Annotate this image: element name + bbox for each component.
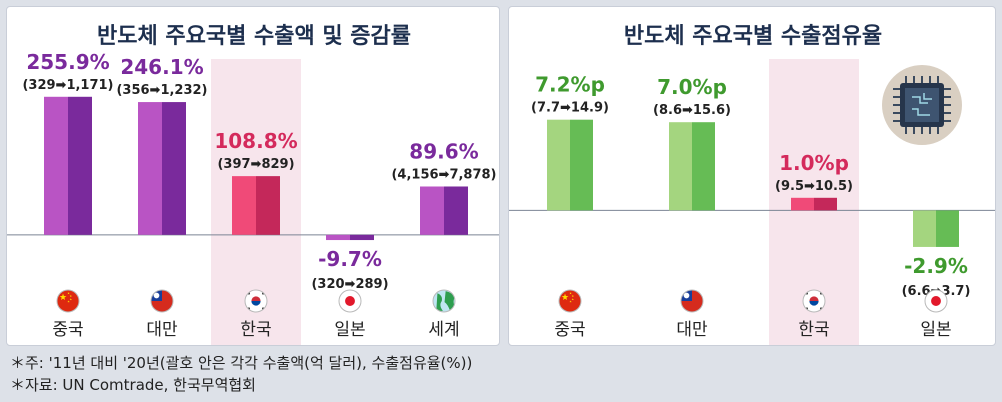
bar xyxy=(138,102,162,235)
sub-label: (329➡1,171) xyxy=(22,78,113,93)
value-label: 246.1% xyxy=(120,55,203,79)
value-label: 108.8% xyxy=(214,129,297,153)
bar xyxy=(669,122,692,211)
sub-label: (320➡289) xyxy=(311,277,388,292)
bar-group-3: -2.9%(6.6➡3.7)일본 xyxy=(902,210,970,340)
export-value-chart-panel: 반도체 주요국별 수출액 및 증감률 255.9% (329➡1,171) 중국 246… xyxy=(6,6,500,346)
category-label: 중국 xyxy=(52,320,83,340)
semiconductor-chip-icon xyxy=(882,65,962,145)
category-label: 세계 xyxy=(428,320,459,340)
category-label: 대만 xyxy=(676,320,708,340)
japan-flag-icon xyxy=(338,289,362,313)
export-share-chart: 반도체 주요국별 수출점유율 7.2%p (7.7➡14.9) 중국 7.0%p (8.6… xyxy=(509,24,995,345)
chart-title: 반도체 주요국별 수출점유율 xyxy=(624,24,882,49)
china-flag-icon xyxy=(558,289,582,313)
bar xyxy=(692,122,715,211)
taiwan-flag-icon xyxy=(150,289,174,313)
category-label: 한국 xyxy=(798,320,829,340)
sub-label: (8.6➡15.6) xyxy=(653,103,731,118)
bar xyxy=(256,176,280,235)
korea-flag-icon xyxy=(244,289,268,313)
korea-flag-icon xyxy=(802,289,826,313)
bar xyxy=(913,210,936,247)
bar-group-3: -9.7% (320➡289) 일본 xyxy=(311,234,389,340)
bar xyxy=(570,119,593,211)
bar xyxy=(420,186,444,235)
value-label: 7.2%p xyxy=(535,73,605,97)
bar-group-4: 89.6% (4,156➡7,878) 세계 xyxy=(391,139,496,340)
bar-group-1: 7.0%p (8.6➡15.6) 대만 xyxy=(653,75,731,340)
bar-group-1: 246.1% (356➡1,232) 대만 xyxy=(116,55,207,340)
value-label: 1.0%p xyxy=(779,151,849,175)
bar-group-2: 108.8% (397➡829) 한국 xyxy=(214,129,297,340)
value-label: -2.9% xyxy=(904,254,968,278)
sub-label: (356➡1,232) xyxy=(116,83,207,98)
bar xyxy=(162,102,186,235)
footnote-note: ＊주: '11년 대비 '20년(괄호 안은 각각 수출액(억 달러), 수출점… xyxy=(10,354,473,372)
bar-group-0: 7.2%p (7.7➡14.9) 중국 xyxy=(531,73,609,340)
category-label: 일본 xyxy=(334,320,365,340)
bar xyxy=(44,96,68,235)
footnote-source: ＊자료: UN Comtrade, 한국무역협회 xyxy=(10,376,256,394)
bar-group-2: 1.0%p (9.5➡10.5) 한국 xyxy=(775,151,853,340)
value-label: 89.6% xyxy=(409,139,478,163)
bar xyxy=(350,234,374,241)
sub-label: (397➡829) xyxy=(217,157,294,172)
bar xyxy=(547,119,570,211)
bar xyxy=(68,96,92,235)
bar xyxy=(232,176,256,235)
bar xyxy=(936,210,959,247)
category-label: 대만 xyxy=(146,320,178,340)
bar xyxy=(814,197,837,211)
bar xyxy=(791,197,814,211)
category-label: 중국 xyxy=(554,320,585,340)
value-label: -9.7% xyxy=(318,247,382,271)
china-flag-icon xyxy=(56,289,80,313)
export-share-chart-panel: 반도체 주요국별 수출점유율 7.2%p (7.7➡14.9) 중국 7.0%p (8.6… xyxy=(508,6,996,346)
bar xyxy=(326,234,350,241)
chart-title: 반도체 주요국별 수출액 및 증감률 xyxy=(97,24,411,49)
category-label: 일본 xyxy=(920,320,951,340)
value-label: 7.0%p xyxy=(657,75,727,99)
sub-label: (9.5➡10.5) xyxy=(775,179,853,194)
taiwan-flag-icon xyxy=(680,289,704,313)
sub-label: (4,156➡7,878) xyxy=(391,167,496,182)
bar xyxy=(444,186,468,235)
value-label: 255.9% xyxy=(26,50,109,74)
footnotes: ＊주: '11년 대비 '20년(괄호 안은 각각 수출액(억 달러), 수출점… xyxy=(10,352,472,396)
japan-flag-icon xyxy=(924,289,948,313)
bar-group-0: 255.9% (329➡1,171) 중국 xyxy=(22,50,113,340)
sub-label: (7.7➡14.9) xyxy=(531,101,609,116)
category-label: 한국 xyxy=(240,320,271,340)
globe-icon xyxy=(432,289,456,313)
